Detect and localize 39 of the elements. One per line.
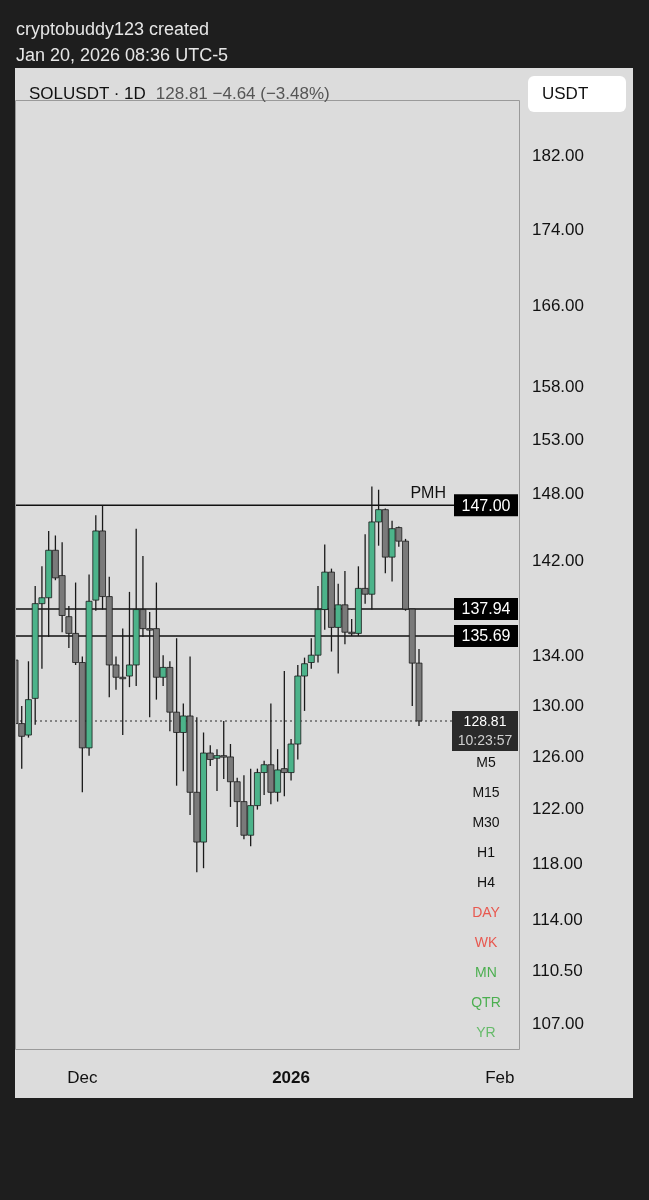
annotation: QTR — [470, 994, 502, 1010]
annotation: M5 — [475, 754, 497, 770]
annotation: M30 — [471, 814, 501, 830]
y-tick-label: 126.00 — [532, 746, 584, 766]
x-tick-label: 2026 — [272, 1067, 310, 1087]
text: USDT — [528, 76, 626, 112]
annotation: PMH — [410, 483, 446, 501]
y-tick-label: 110.50 — [532, 960, 583, 980]
y-tick-label: 122.00 — [532, 799, 584, 819]
annotation: 10:23:57 — [457, 731, 513, 748]
annotation: M15 — [471, 784, 501, 800]
chart-subtitle: 128.81 −4.64 (−3.48%) — [155, 84, 330, 103]
ref-line-label: 135.69 — [461, 627, 511, 645]
ref-line-label: 128.81 — [463, 712, 507, 729]
chart-title: SOLUSDT · 1D — [29, 84, 146, 103]
x-tick-label: Dec — [67, 1067, 98, 1087]
annotation: WK — [473, 934, 499, 950]
annotation: H1 — [476, 844, 496, 860]
text: Jan 20, 2026 08:36 UTC-5 — [16, 44, 229, 67]
y-tick-label: 118.00 — [532, 853, 583, 873]
x-tick-label: Feb — [485, 1067, 515, 1087]
text: cryptobuddy123 created — [16, 18, 211, 41]
y-tick-label: 107.00 — [532, 1013, 584, 1033]
y-tick-label: 174.00 — [532, 219, 584, 239]
y-tick-label: 166.00 — [532, 296, 584, 316]
y-tick-label: 153.00 — [532, 429, 584, 449]
y-tick-label: 182.00 — [532, 146, 584, 166]
annotation: MN — [474, 964, 498, 980]
y-tick-label: 142.00 — [532, 551, 584, 571]
annotation: H4 — [476, 874, 496, 890]
y-tick-label: 114.00 — [532, 910, 583, 930]
y-tick-label: 130.00 — [532, 695, 584, 715]
annotation: DAY — [471, 904, 501, 920]
y-tick-label: 148.00 — [532, 483, 584, 503]
annotation: YR — [475, 1024, 497, 1040]
y-tick-label: 158.00 — [532, 377, 584, 397]
y-tick-label: 134.00 — [532, 646, 584, 666]
ref-line-label: 137.94 — [461, 600, 511, 618]
ref-line-label: 147.00 — [461, 496, 511, 514]
